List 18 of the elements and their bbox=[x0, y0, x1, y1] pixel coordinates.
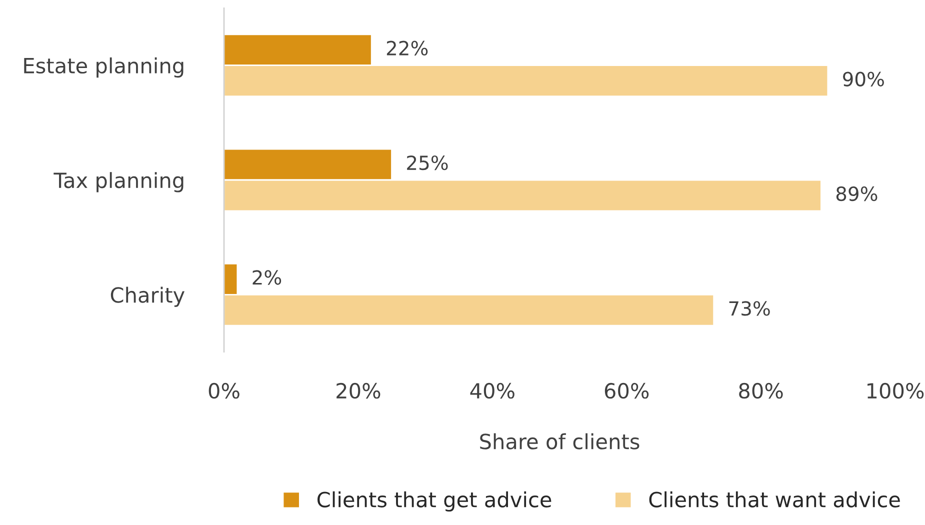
data-label: 22% bbox=[386, 40, 428, 56]
data-label: 89% bbox=[836, 186, 878, 202]
y-tick-label: Estate planning bbox=[24, 57, 184, 78]
data-label: 25% bbox=[407, 155, 448, 170]
x-tick-label: 100% bbox=[868, 382, 924, 399]
data-label: 73% bbox=[729, 301, 770, 316]
x-tick-label: 0% bbox=[208, 382, 240, 399]
x-tick-label: 40% bbox=[470, 382, 514, 399]
legend-label: Clients that want advice bbox=[649, 491, 900, 508]
x-tick-label: 60% bbox=[604, 382, 649, 399]
x-axis-title: Share of clients bbox=[480, 433, 640, 450]
data-label: 2% bbox=[252, 270, 282, 285]
x-tick-label: 80% bbox=[739, 382, 783, 399]
legend-label: Clients that get advice bbox=[318, 491, 552, 512]
data-label: 90% bbox=[843, 72, 884, 86]
x-tick-label: 20% bbox=[336, 382, 380, 399]
y-tick-label: Tax planning bbox=[54, 172, 184, 192]
y-tick-label: Charity bbox=[110, 286, 184, 307]
